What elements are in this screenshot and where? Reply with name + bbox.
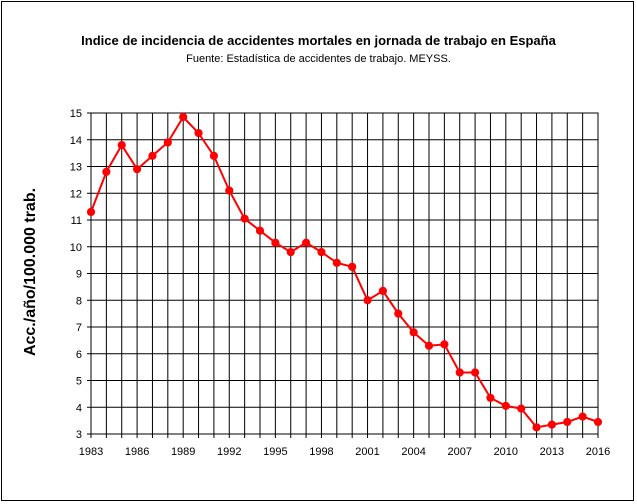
y-tick-label: 13 xyxy=(70,162,82,174)
data-point xyxy=(255,226,265,235)
x-tick-label: 2010 xyxy=(494,446,518,458)
y-tick-label: 3 xyxy=(76,429,82,441)
x-tick-label: 1992 xyxy=(217,446,241,458)
data-point xyxy=(563,417,572,427)
y-tick-label: 5 xyxy=(76,376,82,388)
y-tick-label: 6 xyxy=(76,349,82,361)
y-tick-label: 7 xyxy=(76,322,82,334)
data-point xyxy=(593,417,603,427)
x-tick-label: 2013 xyxy=(540,446,564,458)
y-tick-label: 4 xyxy=(76,402,82,414)
data-point xyxy=(532,423,541,432)
x-tick-label: 1998 xyxy=(309,446,333,458)
chart-title: Indice de incidencia de accidentes morta… xyxy=(81,33,556,48)
data-point xyxy=(225,186,234,195)
y-tick-label: 9 xyxy=(76,269,82,281)
data-point xyxy=(117,141,126,150)
x-tick-label: 2004 xyxy=(401,446,425,458)
data-point xyxy=(440,340,449,349)
data-point xyxy=(578,412,587,421)
y-tick-label: 12 xyxy=(70,188,82,200)
grid xyxy=(90,112,599,435)
data-point xyxy=(317,248,326,257)
x-tick-label: 1986 xyxy=(125,446,149,458)
data-point xyxy=(286,248,295,257)
data-point xyxy=(163,138,172,147)
y-tick-label: 15 xyxy=(70,108,82,120)
x-tick-label: 2016 xyxy=(586,446,610,458)
data-point xyxy=(194,128,203,138)
data-point xyxy=(394,309,403,318)
data-point xyxy=(132,165,142,174)
y-tick-label: 11 xyxy=(71,215,82,227)
x-tick-label: 2007 xyxy=(447,446,471,458)
data-point xyxy=(547,420,557,429)
data-point xyxy=(486,393,495,402)
data-point xyxy=(517,404,526,413)
axes xyxy=(87,112,599,438)
series-line xyxy=(90,115,599,429)
series-layer xyxy=(86,112,603,432)
chart-subtitle: Fuente: Estadística de accidentes de tra… xyxy=(186,53,451,65)
y-tick-label: 14 xyxy=(70,135,82,147)
data-point xyxy=(209,151,219,160)
data-point xyxy=(86,207,96,217)
data-point xyxy=(424,341,434,350)
y-tick-label: 8 xyxy=(76,295,82,307)
data-point xyxy=(332,258,341,267)
x-tick-label: 1983 xyxy=(79,446,103,458)
y-tick-labels: 3 4 5 6 7 8 9 10 11 12 13 14 15 xyxy=(70,108,82,441)
data-point xyxy=(470,368,480,377)
data-point xyxy=(240,214,249,223)
data-point xyxy=(378,286,388,295)
x-tick-label: 1989 xyxy=(171,446,195,458)
data-point xyxy=(148,151,157,160)
data-point xyxy=(348,262,357,271)
x-tick-labels: 1983 1986 1989 1992 1995 1998 2001 2004 2007 2010… xyxy=(79,446,610,458)
data-point xyxy=(102,167,111,176)
data-point xyxy=(409,328,418,337)
data-point xyxy=(271,238,280,247)
data-point xyxy=(455,368,464,377)
data-point xyxy=(501,401,510,411)
y-tick-label: 10 xyxy=(70,242,82,254)
data-point xyxy=(301,238,311,247)
data-point xyxy=(179,112,188,122)
x-tick-label: 2001 xyxy=(355,446,379,458)
data-point xyxy=(363,296,372,305)
x-tick-label: 1995 xyxy=(263,446,287,458)
